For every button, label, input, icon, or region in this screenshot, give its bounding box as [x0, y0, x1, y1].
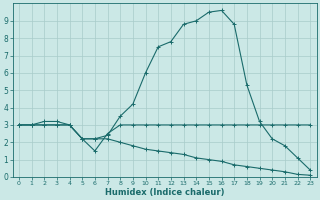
X-axis label: Humidex (Indice chaleur): Humidex (Indice chaleur) [105, 188, 224, 197]
